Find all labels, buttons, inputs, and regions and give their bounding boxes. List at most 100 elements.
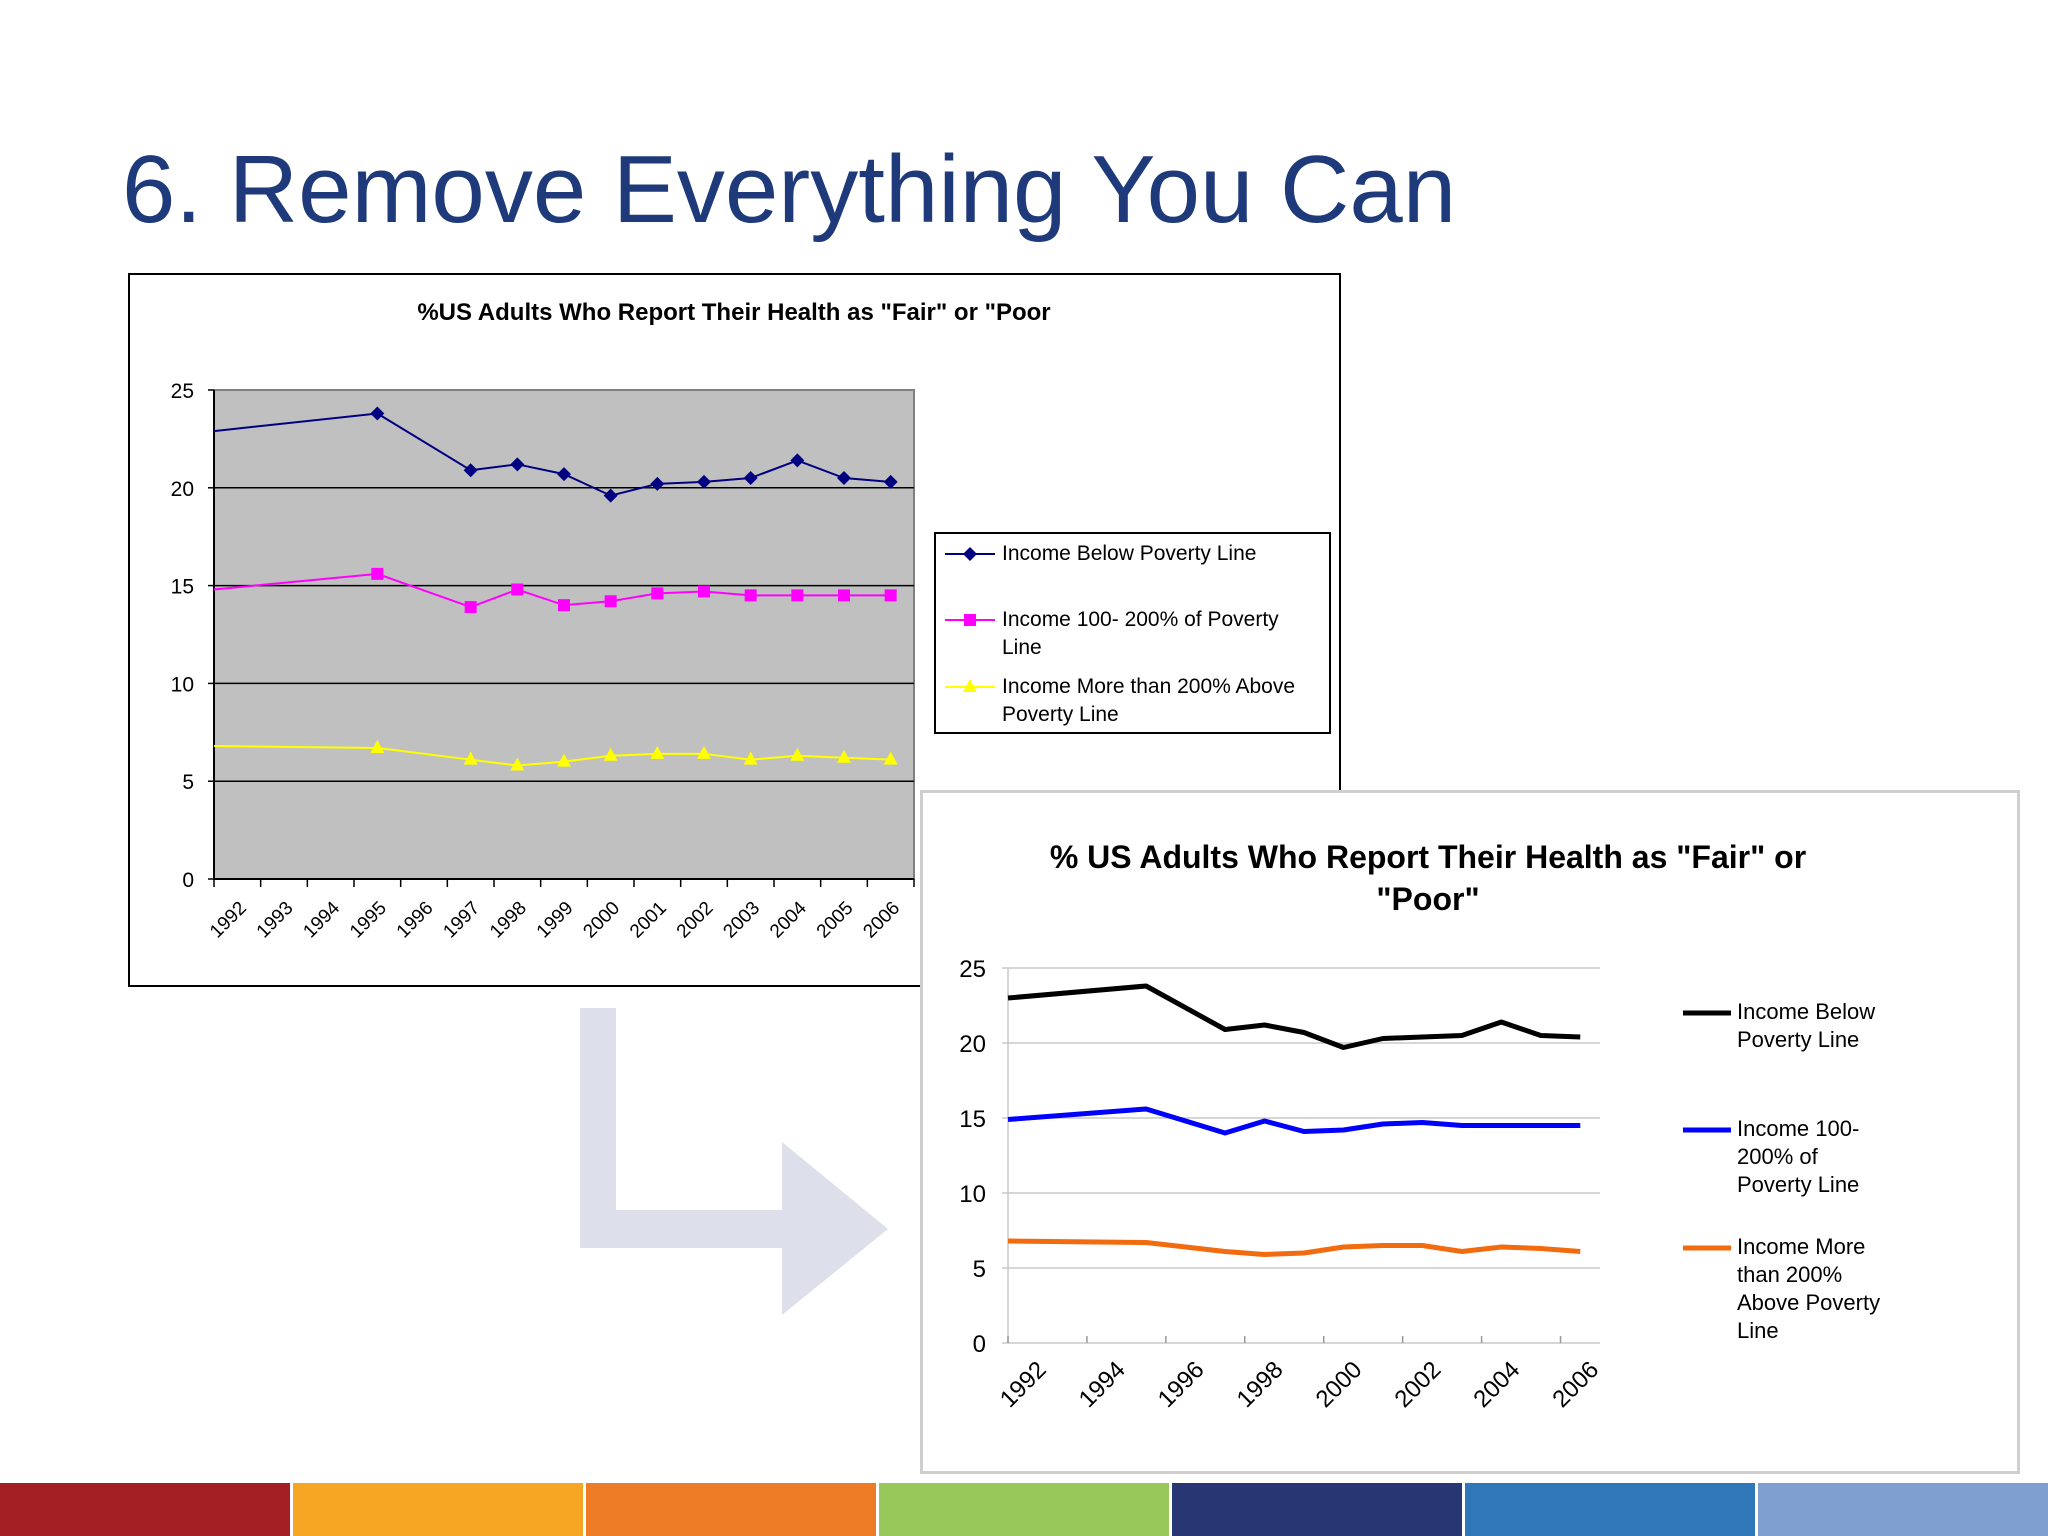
data-point: [790, 453, 805, 468]
data-point: [791, 589, 804, 602]
footer-color-segment: [586, 1483, 876, 1536]
legend-label-line: Income 100- 200% of Poverty: [1002, 608, 1279, 631]
data-point: [838, 589, 850, 602]
x-tick-label: 1998: [1232, 1356, 1289, 1413]
arrow-right-icon: [580, 1008, 888, 1315]
series-line: [213, 744, 891, 767]
data-point: [743, 471, 758, 486]
series-line: [213, 572, 891, 609]
legend-label-line: Above Poverty: [1737, 1290, 1880, 1315]
series-3: [213, 739, 898, 771]
chart-title: %US Adults Who Report Their Health as "F…: [417, 299, 1050, 326]
x-tick-label: 2006: [1547, 1356, 1604, 1413]
series-line-1: [1007, 983, 1581, 1050]
data-point: [651, 587, 664, 600]
data-point: [371, 567, 384, 580]
data-point: [463, 751, 478, 765]
data-point: [743, 751, 758, 765]
data-point: [464, 601, 477, 614]
legend-label-line: Income More than 200% Above: [1002, 675, 1295, 698]
data-point: [370, 739, 385, 753]
data-point: [963, 679, 977, 692]
x-tick-label: 1994: [299, 897, 344, 942]
x-tick-label: 1992: [206, 898, 251, 943]
x-tick-label: 2002: [673, 898, 718, 943]
legend-label-line: 200% of: [1737, 1144, 1819, 1169]
x-tick-label: 2004: [1468, 1356, 1525, 1413]
footer-color-segment: [879, 1483, 1169, 1536]
data-point: [370, 406, 385, 421]
x-tick-label: 1994: [1074, 1356, 1131, 1413]
x-tick-label: 1996: [1153, 1356, 1210, 1413]
data-point: [963, 547, 977, 561]
x-tick-label: 2002: [1390, 1356, 1447, 1413]
series-line-3: [1007, 1238, 1581, 1257]
data-point: [698, 585, 710, 598]
x-tick-label: 2005: [813, 898, 858, 943]
original-chart: %US Adults Who Report Their Health as "F…: [128, 273, 1341, 987]
simplified-chart-svg: % US Adults Who Report Their Health as "…: [959, 839, 1880, 1413]
chart-title-line: % US Adults Who Report Their Health as "…: [1050, 839, 1806, 875]
x-tick-label: 1993: [253, 898, 298, 943]
simplified-chart: % US Adults Who Report Their Health as "…: [920, 790, 2020, 1474]
slide-title: 6. Remove Everything You Can: [122, 136, 1457, 243]
y-tick-label: 10: [171, 673, 194, 696]
data-point: [964, 614, 976, 626]
data-point: [604, 595, 617, 608]
legend-label-line: Line: [1737, 1318, 1779, 1343]
x-tick-label: 2004: [766, 897, 811, 942]
legend-box: [934, 532, 1331, 734]
footer-color-segment: [1172, 1483, 1462, 1536]
y-tick-label: 20: [171, 478, 194, 501]
series-line: [213, 412, 891, 497]
data-point: [883, 751, 898, 765]
data-point: [790, 747, 805, 761]
series-1: [213, 406, 898, 503]
y-tick-label: 25: [959, 956, 986, 983]
series-2: [213, 567, 897, 614]
legend-label-line: than 200%: [1737, 1262, 1842, 1287]
data-point: [603, 747, 618, 761]
series-line-2: [1007, 1106, 1581, 1136]
x-tick-label: 1995: [346, 898, 391, 943]
chart-title: % US Adults Who Report Their Health as "…: [1050, 839, 1806, 917]
y-tick-label: 15: [171, 576, 194, 599]
data-point: [744, 589, 757, 602]
legend: Income Below Poverty Line Income 100- 200…: [934, 532, 1331, 734]
legend-label: Income Below Poverty Line: [1002, 542, 1256, 565]
x-tick-label: 1999: [533, 898, 578, 943]
data-point: [884, 589, 897, 602]
x-tick-label: 2001: [626, 898, 671, 943]
original-chart-svg: %US Adults Who Report Their Health as "F…: [171, 299, 1331, 943]
x-tick-label: 2006: [859, 898, 904, 943]
footer-color-segment: [0, 1483, 290, 1536]
data-point: [603, 488, 618, 503]
x-tick-label: 1996: [393, 898, 438, 943]
data-point: [837, 749, 851, 763]
data-point: [650, 476, 665, 491]
y-tick-label: 0: [973, 1331, 986, 1358]
x-tick-label: 1998: [486, 898, 531, 943]
y-tick-label: 25: [171, 380, 194, 403]
data-point: [463, 463, 478, 478]
x-tick-label: 2000: [1311, 1356, 1368, 1413]
legend-label: Income More than 200% Above Poverty Line: [1737, 1234, 1880, 1343]
footer-color-segment: [1465, 1483, 1755, 1536]
data-point: [510, 457, 525, 472]
y-tick-label: 15: [959, 1106, 986, 1133]
x-tick-label: 1997: [439, 898, 484, 943]
y-tick-label: 20: [959, 1031, 986, 1058]
footer-color-segment: [293, 1483, 583, 1536]
legend-label-line: Poverty Line: [1737, 1027, 1859, 1052]
legend-label: Income 100- 200% of Poverty Line: [1002, 608, 1279, 659]
y-tick-label: 0: [182, 869, 194, 892]
legend-label-line: Line: [1002, 636, 1042, 659]
data-point: [697, 745, 711, 759]
y-tick-label: 10: [959, 1181, 986, 1208]
data-point: [510, 757, 525, 771]
legend-label: Income Below Poverty Line: [1737, 999, 1875, 1052]
legend-label-line: Poverty Line: [1737, 1172, 1859, 1197]
data-point: [837, 471, 851, 486]
data-point: [558, 599, 570, 612]
legend-label-line: Income Below: [1737, 999, 1875, 1024]
